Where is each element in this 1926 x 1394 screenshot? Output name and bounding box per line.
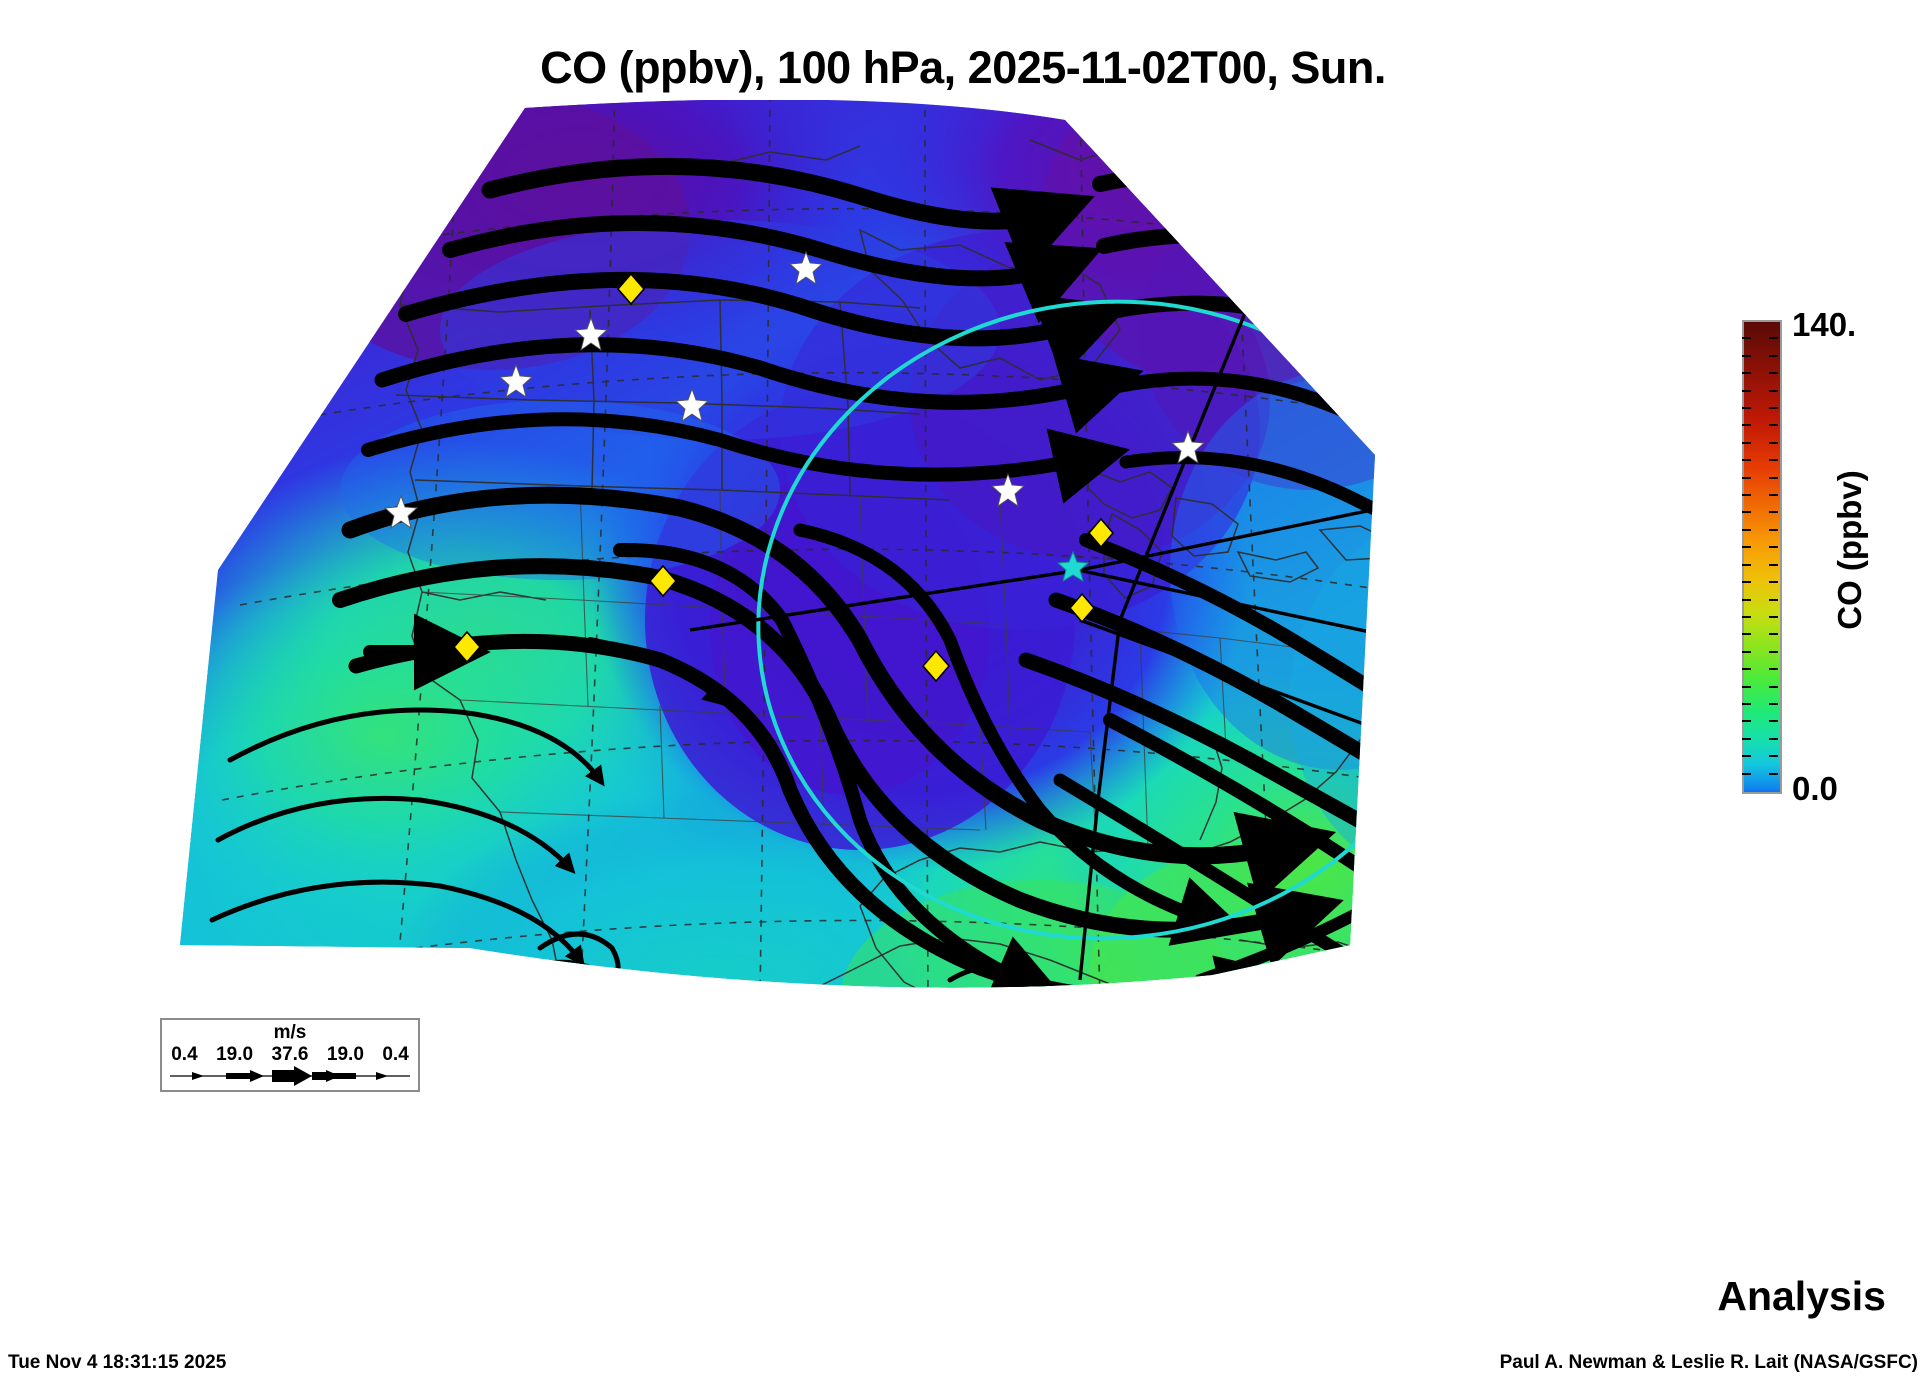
colorbar-tick — [1769, 598, 1778, 601]
colorbar-tick — [1742, 546, 1751, 549]
colorbar-tick — [1742, 598, 1751, 601]
colorbar-tick — [1769, 668, 1778, 671]
star-marker-group — [383, 250, 1206, 530]
diamond-marker[interactable] — [648, 564, 678, 598]
colorbar-tick — [1769, 424, 1778, 427]
colorbar-tick — [1742, 650, 1751, 653]
colorbar-tick — [1769, 633, 1778, 636]
author-credit: Paul A. Newman & Leslie R. Lait (NASA/GS… — [1499, 1352, 1918, 1373]
colorbar-tick — [1769, 372, 1778, 375]
wind-speed-legend: m/s 0.4 19.0 37.6 19.0 0.4 — [160, 1018, 420, 1092]
colorbar-tick — [1769, 685, 1778, 688]
colorbar-tick — [1769, 389, 1778, 392]
colorbar-tick — [1742, 720, 1751, 723]
colorbar-tick — [1742, 354, 1751, 357]
colorbar-tick — [1742, 389, 1751, 392]
map-plot-area[interactable] — [160, 100, 1555, 1030]
wind-legend-units: m/s — [273, 1022, 307, 1043]
colorbar-tick — [1769, 511, 1778, 514]
colorbar-gradient — [1742, 320, 1782, 794]
colorbar-tick — [1742, 737, 1751, 740]
colorbar-tick — [1742, 441, 1751, 444]
colorbar-tick — [1769, 407, 1778, 410]
colorbar-tick — [1742, 702, 1751, 705]
wind-legend-value: 19.0 — [216, 1044, 254, 1065]
colorbar-tick — [1742, 563, 1751, 566]
colorbar-tick — [1742, 459, 1751, 462]
colorbar-tick — [1769, 476, 1778, 479]
range-ring-overlay — [756, 299, 1375, 941]
colorbar-tick — [1769, 563, 1778, 566]
colorbar-tick — [1742, 407, 1751, 410]
diamond-marker[interactable] — [1068, 592, 1096, 624]
colorbar-tick — [1742, 494, 1751, 497]
colorbar-tick — [1742, 685, 1751, 688]
wind-streamlines — [209, 157, 1375, 988]
colorbar-ticks — [1742, 320, 1778, 790]
star-marker[interactable] — [383, 494, 419, 530]
colorbar-tick — [1742, 476, 1751, 479]
colorbar-tick — [1769, 650, 1778, 653]
colorbar-tick — [1769, 459, 1778, 462]
colorbar-tick — [1742, 528, 1751, 531]
colorbar-tick — [1742, 772, 1751, 775]
colorbar-tick — [1769, 702, 1778, 705]
colorbar-tick — [1742, 668, 1751, 671]
wind-legend-value: 0.4 — [171, 1044, 198, 1065]
colorbar-tick — [1769, 494, 1778, 497]
colorbar-tick — [1742, 511, 1751, 514]
diamond-marker[interactable] — [921, 649, 951, 683]
colorbar-tick — [1769, 720, 1778, 723]
colorbar-axis-title: CO (ppbv) — [1831, 470, 1868, 630]
star-marker[interactable] — [498, 363, 534, 399]
colorbar-tick — [1769, 441, 1778, 444]
diamond-marker[interactable] — [1087, 517, 1115, 549]
colorbar-tick — [1769, 772, 1778, 775]
diamond-marker-group — [452, 272, 1115, 683]
map-svg[interactable] — [160, 100, 1555, 1030]
colorbar-tick — [1769, 354, 1778, 357]
colorbar-tick — [1769, 737, 1778, 740]
wind-legend-arrow-scale — [170, 1066, 410, 1086]
cyan-star-marker[interactable] — [1056, 550, 1090, 583]
colorbar-tick — [1769, 337, 1778, 340]
page-title: CO (ppbv), 100 hPa, 2025-11-02T00, Sun. — [540, 42, 1386, 93]
wind-legend-value: 37.6 — [271, 1044, 309, 1065]
colorbar-tick — [1742, 755, 1751, 758]
colorbar-tick — [1742, 581, 1751, 584]
star-marker[interactable] — [674, 387, 710, 423]
colorbar: 140. 0.0 CO (ppbv) — [1700, 300, 1926, 830]
colorbar-tick — [1742, 372, 1751, 375]
wind-legend-value: 19.0 — [326, 1044, 364, 1065]
star-marker[interactable] — [573, 316, 609, 352]
colorbar-tick — [1742, 337, 1751, 340]
colorbar-tick — [1742, 424, 1751, 427]
wind-legend-values: 0.4 19.0 37.6 19.0 0.4 — [162, 1044, 418, 1066]
colorbar-min-label: 0.0 — [1792, 770, 1838, 807]
star-marker[interactable] — [1170, 429, 1206, 465]
diamond-marker[interactable] — [616, 272, 646, 306]
generated-timestamp: Tue Nov 4 18:31:15 2025 — [8, 1352, 227, 1373]
colorbar-tick — [1769, 528, 1778, 531]
star-marker[interactable] — [788, 250, 824, 286]
wind-legend-value: 0.4 — [382, 1044, 409, 1065]
star-marker[interactable] — [990, 472, 1026, 508]
diamond-marker[interactable] — [452, 630, 482, 664]
colorbar-tick — [1769, 581, 1778, 584]
colorbar-tick — [1742, 633, 1751, 636]
colorbar-tick — [1769, 615, 1778, 618]
colorbar-tick — [1769, 755, 1778, 758]
colorbar-tick — [1742, 615, 1751, 618]
analysis-label: Analysis — [1717, 1273, 1886, 1319]
colorbar-tick — [1769, 546, 1778, 549]
colorbar-max-label: 140. — [1792, 306, 1857, 343]
station-markers[interactable] — [383, 250, 1206, 683]
